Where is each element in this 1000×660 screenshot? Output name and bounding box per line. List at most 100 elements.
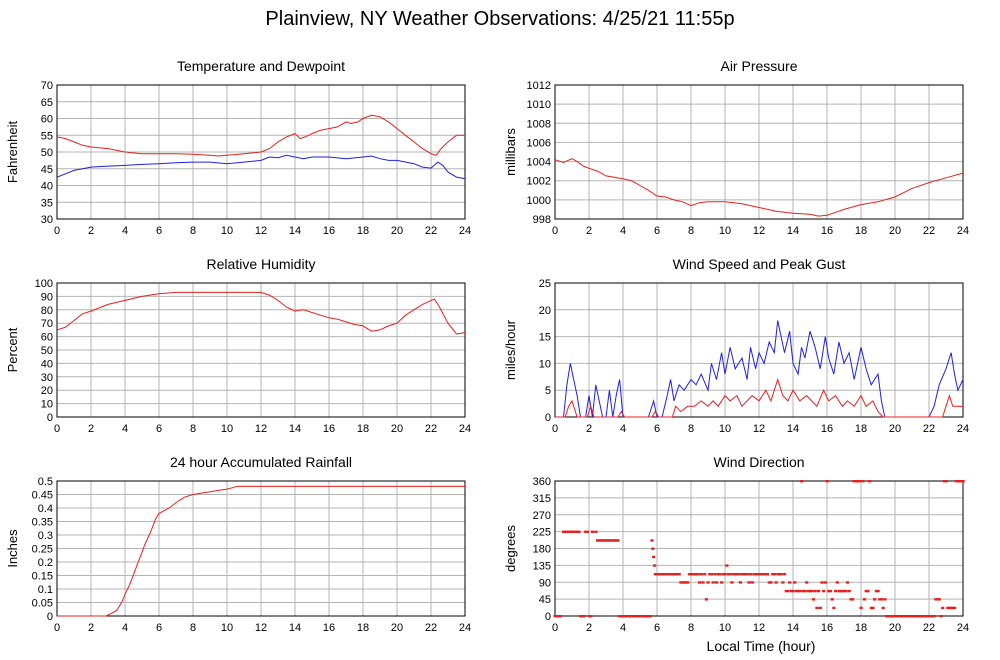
data-point [692, 573, 697, 576]
data-point [874, 589, 878, 593]
data-point [788, 581, 792, 584]
data-point [701, 581, 705, 584]
data-point [679, 581, 683, 584]
data-point [674, 573, 678, 576]
x-tick-label: 0 [552, 622, 558, 634]
data-point [619, 615, 623, 618]
data-point [912, 615, 916, 618]
data-point [589, 615, 593, 618]
x-tick-label: 2 [88, 423, 94, 435]
data-point [562, 530, 566, 534]
y-tick-label: 45 [41, 164, 53, 176]
x-tick-label: 12 [255, 423, 267, 435]
data-point [749, 573, 753, 576]
data-point [767, 581, 771, 584]
data-point [643, 615, 647, 618]
data-point [823, 581, 827, 584]
y-tick-label: 90 [41, 291, 53, 303]
data-point [796, 589, 800, 593]
x-tick-label: 6 [156, 622, 162, 634]
data-point [633, 615, 637, 618]
data-point [635, 615, 639, 618]
data-point [651, 547, 655, 550]
x-tick-label: 22 [923, 622, 935, 634]
data-point [558, 615, 562, 618]
y-tick-label: 100 [35, 278, 53, 290]
y-tick-label: 5 [545, 385, 551, 397]
x-tick-label: 2 [88, 225, 94, 237]
x-tick-label: 6 [654, 423, 660, 435]
data-point [602, 539, 606, 542]
data-point [648, 615, 652, 618]
data-point [575, 530, 579, 534]
series-line-red [57, 485, 465, 617]
y-axis-label: degrees [503, 525, 518, 572]
y-axis-label: millibars [503, 128, 518, 176]
data-point [927, 615, 931, 618]
data-point [776, 573, 780, 576]
x-tick-label: 10 [221, 225, 233, 237]
data-point [723, 573, 727, 576]
data-point [815, 606, 819, 610]
y-tick-label: 10 [41, 399, 53, 411]
y-tick-label: 60 [41, 114, 53, 126]
data-point [873, 598, 877, 601]
data-point [766, 573, 770, 576]
data-point [866, 589, 870, 593]
data-point [720, 581, 724, 584]
chart-temperature: 0 2 4 6 8 10 12 14 16 18 20 22 24303540455055606570T… [5, 58, 471, 237]
data-point [791, 589, 795, 593]
data-point [837, 589, 841, 593]
x-tick-label: 16 [821, 423, 833, 435]
data-point [601, 539, 605, 542]
data-point [781, 581, 785, 584]
data-point [665, 573, 669, 576]
x-tick-label: 4 [122, 622, 128, 634]
data-point [905, 615, 909, 618]
data-point [871, 606, 875, 610]
y-tick-label: 0 [545, 611, 551, 623]
data-point [577, 530, 581, 534]
data-point [572, 530, 576, 534]
y-tick-label: 0.1 [38, 584, 53, 596]
data-point [828, 589, 833, 593]
x-tick-label: 14 [289, 423, 301, 435]
data-point [686, 581, 690, 584]
data-point [662, 573, 666, 576]
y-tick-label: 70 [41, 318, 53, 330]
data-point [675, 573, 680, 576]
data-point [896, 615, 901, 618]
data-point [570, 530, 574, 534]
y-tick-label: 998 [533, 214, 551, 226]
x-tick-label: 18 [855, 423, 867, 435]
data-point [721, 573, 725, 576]
chart-title: Relative Humidity [207, 256, 316, 272]
data-point [910, 615, 914, 618]
chart-wind-direction: 0 2 4 6 8 10 12 14 16 18 20 22 240459013518022527031… [503, 454, 969, 634]
data-point [694, 573, 698, 576]
data-point [925, 615, 929, 618]
y-tick-label: 1000 [527, 195, 551, 207]
data-point [769, 581, 773, 584]
x-tick-label: 8 [190, 225, 196, 237]
data-point [594, 530, 598, 534]
data-point [793, 581, 797, 584]
y-tick-label: 0.2 [38, 557, 53, 569]
plot-frame [56, 480, 466, 617]
data-point [590, 530, 595, 534]
x-tick-label: 20 [391, 225, 403, 237]
data-point [915, 615, 919, 618]
data-point [859, 606, 863, 610]
data-point [706, 581, 710, 584]
chart-title: Temperature and Dewpoint [177, 58, 345, 74]
page-title: Plainview, NY Weather Observations: 4/25… [265, 8, 735, 30]
data-point [713, 573, 717, 576]
data-point [919, 615, 923, 618]
data-point [854, 480, 858, 483]
x-tick-label: 0 [54, 225, 60, 237]
x-tick-label: 12 [753, 225, 765, 237]
data-point [745, 573, 749, 576]
data-point [715, 581, 719, 584]
data-point [842, 589, 846, 593]
